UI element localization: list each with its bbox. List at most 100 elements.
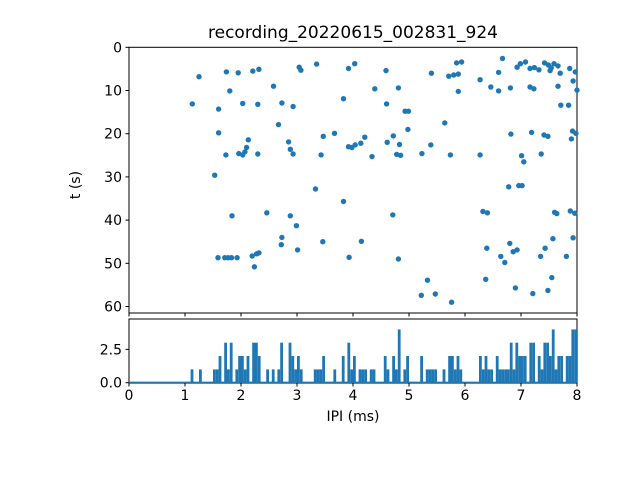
scatter-point <box>507 240 513 247</box>
histogram-bar <box>529 342 533 383</box>
scatter-point <box>483 276 489 282</box>
scatter-point <box>565 102 572 108</box>
scatter-point <box>320 239 326 245</box>
histogram-bar <box>297 356 300 383</box>
histogram-bar <box>213 369 216 383</box>
scatter-point <box>527 65 533 72</box>
y-axis-label-scatter: t (s) <box>68 171 84 199</box>
scatter-point <box>369 153 375 160</box>
histogram-bar <box>543 342 547 383</box>
histogram-bar <box>428 369 432 383</box>
scatter-point <box>320 133 326 139</box>
histogram-bar <box>271 369 275 383</box>
scatter-point <box>249 253 255 259</box>
histogram-bar <box>518 356 521 383</box>
scatter-point <box>574 87 580 93</box>
histogram-bar <box>546 342 549 383</box>
histogram-bar <box>490 369 493 383</box>
scatter-point <box>345 65 352 72</box>
histogram-bar <box>495 356 499 383</box>
scatter-point <box>235 70 241 76</box>
scatter-point <box>245 137 251 143</box>
histogram-bar <box>341 356 345 383</box>
histogram-bar <box>218 356 222 383</box>
histogram-bar <box>227 369 230 383</box>
scatter-point <box>521 159 527 165</box>
scatter-point <box>495 69 502 76</box>
histogram-bar <box>316 369 320 383</box>
scatter-point <box>275 121 282 128</box>
scatter-point <box>572 69 578 75</box>
histogram-bar <box>350 369 353 383</box>
scatter-point <box>395 85 402 91</box>
scatter-point <box>312 186 319 192</box>
histogram-bar <box>434 369 437 383</box>
histogram-bar <box>549 356 552 383</box>
histogram-bar <box>442 369 446 383</box>
histogram-bar <box>294 369 297 383</box>
scatter-point <box>512 285 519 291</box>
histogram-bar <box>224 342 227 383</box>
histogram-bar <box>540 369 544 383</box>
scatter-point <box>196 74 202 80</box>
x-axis-label: IPI (ms) <box>326 409 379 425</box>
scatter-point <box>240 152 246 158</box>
histogram-xticks: 0 1 2 3 4 5 6 7 8 <box>125 383 581 404</box>
scatter-point <box>279 234 285 241</box>
histogram-bar <box>532 342 535 383</box>
histogram-bar <box>241 356 244 383</box>
scatter-point <box>563 253 570 260</box>
histogram-bar <box>190 369 194 383</box>
histogram-bar <box>568 356 572 383</box>
scatter-point <box>278 242 284 248</box>
scatter-point <box>554 210 560 217</box>
scatter-point <box>397 152 404 158</box>
scatter-point <box>215 130 222 136</box>
scatter-point <box>290 151 296 157</box>
histogram-bar <box>487 369 491 383</box>
scatter-point <box>352 142 358 148</box>
scatter-point <box>428 142 434 148</box>
scatter-point <box>531 86 537 92</box>
scatter-point <box>285 139 292 145</box>
scatter-point <box>555 83 561 89</box>
histogram-bar <box>319 369 323 383</box>
histogram-bar <box>509 342 513 383</box>
scatter-point <box>573 130 579 136</box>
histogram-ytick-label: 2.5 <box>100 342 122 358</box>
scatter-point <box>455 88 461 95</box>
scatter-point <box>519 182 525 189</box>
scatter-point <box>255 101 261 108</box>
scatter-ytick-label: 50 <box>104 256 122 272</box>
histogram-bar <box>551 329 555 383</box>
histogram-bar <box>386 369 390 383</box>
scatter-point <box>530 290 536 297</box>
histogram-bars <box>190 329 577 383</box>
scatter-point <box>545 287 551 294</box>
scatter-point <box>455 71 461 77</box>
scatter-point <box>212 172 218 178</box>
scatter-point <box>264 210 270 216</box>
scatter-panel: 0 10 20 30 40 50 60 <box>104 40 580 317</box>
histogram-bar <box>554 369 558 383</box>
histogram-bar <box>420 356 423 383</box>
scatter-point <box>506 184 512 190</box>
scatter-point <box>279 100 285 106</box>
scatter-point <box>256 66 262 73</box>
scatter-point <box>352 61 358 67</box>
histogram-bar <box>369 369 373 383</box>
scatter-point <box>287 146 293 152</box>
scatter-point <box>419 150 425 157</box>
scatter-point <box>477 77 483 83</box>
scatter-point <box>418 292 424 298</box>
histogram-bar <box>266 369 269 383</box>
scatter-ytick-label: 0 <box>113 40 122 56</box>
scatter-point <box>538 151 544 157</box>
scatter-point <box>555 63 561 69</box>
histogram-bar <box>252 342 255 383</box>
histogram-bar <box>448 356 451 383</box>
histogram-bar <box>565 356 569 383</box>
histogram-bar <box>451 356 454 383</box>
histogram-xtick-label: 5 <box>405 388 414 404</box>
histogram-bar <box>333 369 337 383</box>
